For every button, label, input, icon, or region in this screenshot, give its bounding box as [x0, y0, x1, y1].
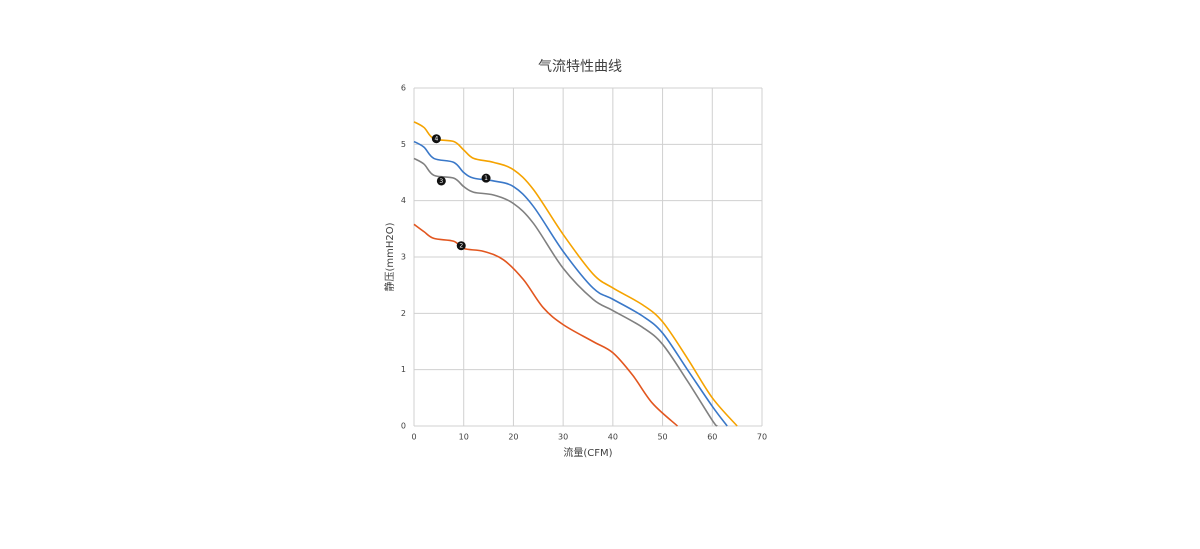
x-tick-label: 60 — [707, 433, 717, 442]
x-tick-label: 0 — [411, 433, 416, 442]
y-tick-label: 4 — [401, 196, 406, 205]
x-tick-label: 70 — [757, 433, 767, 442]
point-marker — [431, 134, 441, 144]
y-tick-label: 0 — [401, 422, 406, 431]
series-line — [413, 140, 728, 427]
y-axis-label: 静压(mmH2O) — [383, 222, 396, 291]
x-tick-label: 40 — [608, 433, 618, 442]
series-line — [413, 157, 718, 427]
y-tick-label: 1 — [401, 365, 406, 374]
x-tick-label: 50 — [657, 433, 667, 442]
y-tick-label: 6 — [401, 84, 406, 93]
point-marker — [481, 173, 491, 183]
x-tick-label: 20 — [508, 433, 518, 442]
chart-title: 气流特性曲线 — [538, 59, 622, 75]
marker-label: 3 — [439, 178, 443, 185]
marker-label: 2 — [459, 243, 463, 250]
x-axis-label: 流量(CFM) — [563, 446, 612, 459]
y-tick-label: 5 — [401, 140, 406, 149]
y-tick-label: 3 — [401, 253, 406, 262]
marker-label: 1 — [484, 175, 488, 182]
marker-label: 4 — [434, 136, 438, 143]
y-tick-label: 2 — [401, 309, 406, 318]
x-tick-label: 30 — [558, 433, 568, 442]
series-line — [413, 223, 679, 427]
point-marker — [456, 241, 466, 251]
series-line — [413, 121, 738, 427]
x-tick-label: 10 — [459, 433, 469, 442]
point-marker — [436, 176, 446, 186]
